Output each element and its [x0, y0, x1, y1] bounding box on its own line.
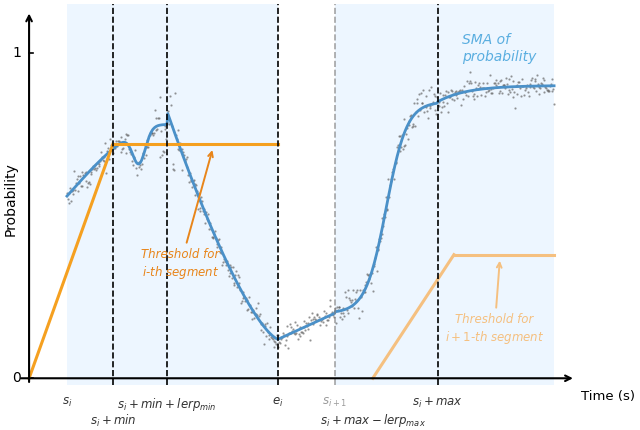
Text: Time (s): Time (s)	[581, 390, 635, 402]
Text: $s_i$: $s_i$	[62, 396, 72, 409]
Text: $s_i + min$: $s_i + min$	[90, 412, 136, 429]
Text: 1: 1	[12, 46, 21, 60]
Text: Threshold for
$i+1$-th segment: Threshold for $i+1$-th segment	[445, 263, 544, 346]
Text: $s_i + max$: $s_i + max$	[412, 396, 463, 410]
Text: $s_{i+1}$: $s_{i+1}$	[323, 396, 348, 409]
Text: Probability: Probability	[3, 163, 17, 236]
Text: $s_i + max - lerp_{max}$: $s_i + max - lerp_{max}$	[320, 412, 426, 430]
Bar	[335, 4, 554, 385]
Text: 0: 0	[12, 371, 21, 385]
Text: $e_i$: $e_i$	[272, 396, 284, 409]
Text: $s_i + min + lerp_{min}$: $s_i + min + lerp_{min}$	[117, 396, 217, 413]
Text: SMA of
probability: SMA of probability	[462, 34, 536, 64]
Text: Threshold for
$i$-th segment: Threshold for $i$-th segment	[141, 152, 220, 280]
Bar	[67, 4, 278, 385]
